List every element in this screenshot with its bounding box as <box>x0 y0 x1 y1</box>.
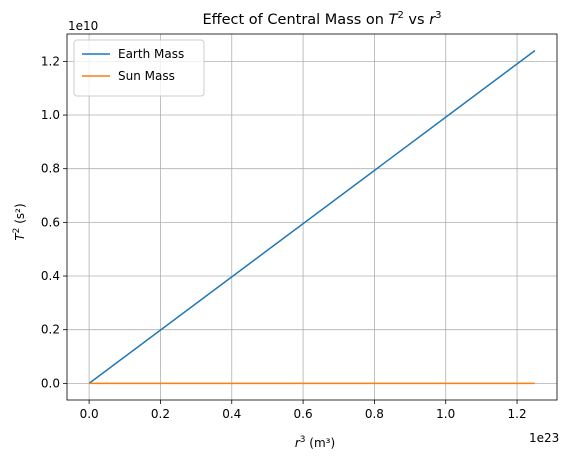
plot-frame <box>66 33 558 401</box>
legend: Earth Mass Sun Mass <box>73 39 205 97</box>
x-tick-label: 0.0 <box>80 407 99 421</box>
x-tick-label: 0.2 <box>151 407 170 421</box>
x-tick-label: 0.4 <box>222 407 241 421</box>
y-tick-label: 0.8 <box>41 162 60 176</box>
x-tick-label: 1.2 <box>508 407 527 421</box>
y-tick-label: 1.0 <box>41 108 60 122</box>
y-offset-label: 1e10 <box>68 19 98 33</box>
x-tick-label: 0.8 <box>365 407 384 421</box>
y-axis-label: T2 (s²) <box>12 203 27 240</box>
x-axis-label: r3 (m³) <box>295 435 335 450</box>
y-tick-label: 0.4 <box>41 269 60 283</box>
y-tick-label: 0.2 <box>41 323 60 337</box>
y-tick-label: 0.6 <box>41 215 60 229</box>
x-tick-label: 0.6 <box>294 407 313 421</box>
legend-entry-label: Earth Mass <box>118 47 184 61</box>
chart-title: Effect of Central Mass on T2 vs r3 <box>202 10 441 28</box>
x-offset-label: 1e23 <box>529 431 559 445</box>
x-tick-label: 1.0 <box>436 407 455 421</box>
x-axis: 0.0 0.2 0.4 0.6 0.8 1.0 1.2 <box>80 400 527 421</box>
series-line-earth-mass <box>88 50 536 384</box>
y-axis: 0.0 0.2 0.4 0.6 0.8 1.0 1.2 <box>41 54 67 390</box>
grid <box>67 34 557 400</box>
series-layer <box>88 50 536 385</box>
legend-entry-label: Sun Mass <box>118 69 175 83</box>
y-tick-label: 1.2 <box>41 54 60 68</box>
y-tick-label: 0.0 <box>41 376 60 390</box>
